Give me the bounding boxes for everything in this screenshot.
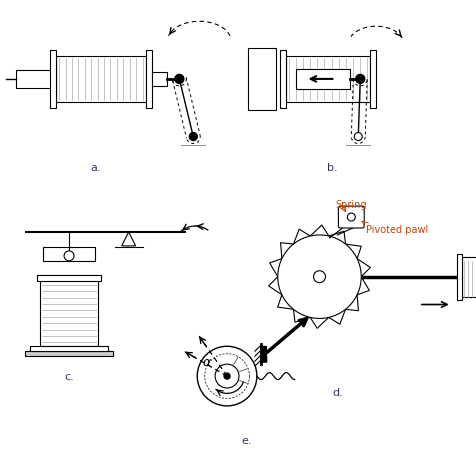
- Bar: [248, 48, 275, 110]
- Circle shape: [355, 74, 364, 84]
- Bar: [30, 346, 108, 351]
- Bar: [456, 254, 461, 300]
- Circle shape: [277, 235, 360, 318]
- Bar: [37, 275, 100, 281]
- Text: d.: d.: [331, 388, 342, 398]
- Bar: [56, 56, 145, 102]
- Text: e.: e.: [241, 436, 252, 446]
- Bar: [25, 351, 112, 356]
- Bar: [285, 56, 369, 102]
- Text: b.: b.: [327, 163, 337, 173]
- Bar: [145, 50, 151, 108]
- Bar: [16, 70, 54, 88]
- Bar: [43, 247, 95, 261]
- Circle shape: [224, 373, 229, 379]
- Text: c.: c.: [64, 372, 74, 382]
- FancyBboxPatch shape: [337, 206, 364, 228]
- Bar: [279, 50, 285, 108]
- Bar: [151, 72, 167, 86]
- Circle shape: [189, 133, 197, 141]
- Bar: [369, 50, 376, 108]
- Circle shape: [215, 364, 238, 388]
- Text: a.: a.: [90, 163, 101, 173]
- Bar: [295, 69, 349, 89]
- Bar: [50, 50, 56, 108]
- Circle shape: [175, 74, 183, 84]
- Circle shape: [354, 133, 361, 141]
- Polygon shape: [121, 232, 135, 246]
- Text: Spring: Spring: [335, 200, 366, 210]
- Circle shape: [197, 346, 257, 406]
- Circle shape: [313, 271, 325, 283]
- Circle shape: [64, 251, 74, 261]
- Text: α: α: [202, 356, 210, 369]
- Circle shape: [347, 213, 355, 221]
- Text: Pivoted pawl: Pivoted pawl: [366, 225, 427, 235]
- Bar: [461, 257, 476, 296]
- Bar: [40, 275, 98, 346]
